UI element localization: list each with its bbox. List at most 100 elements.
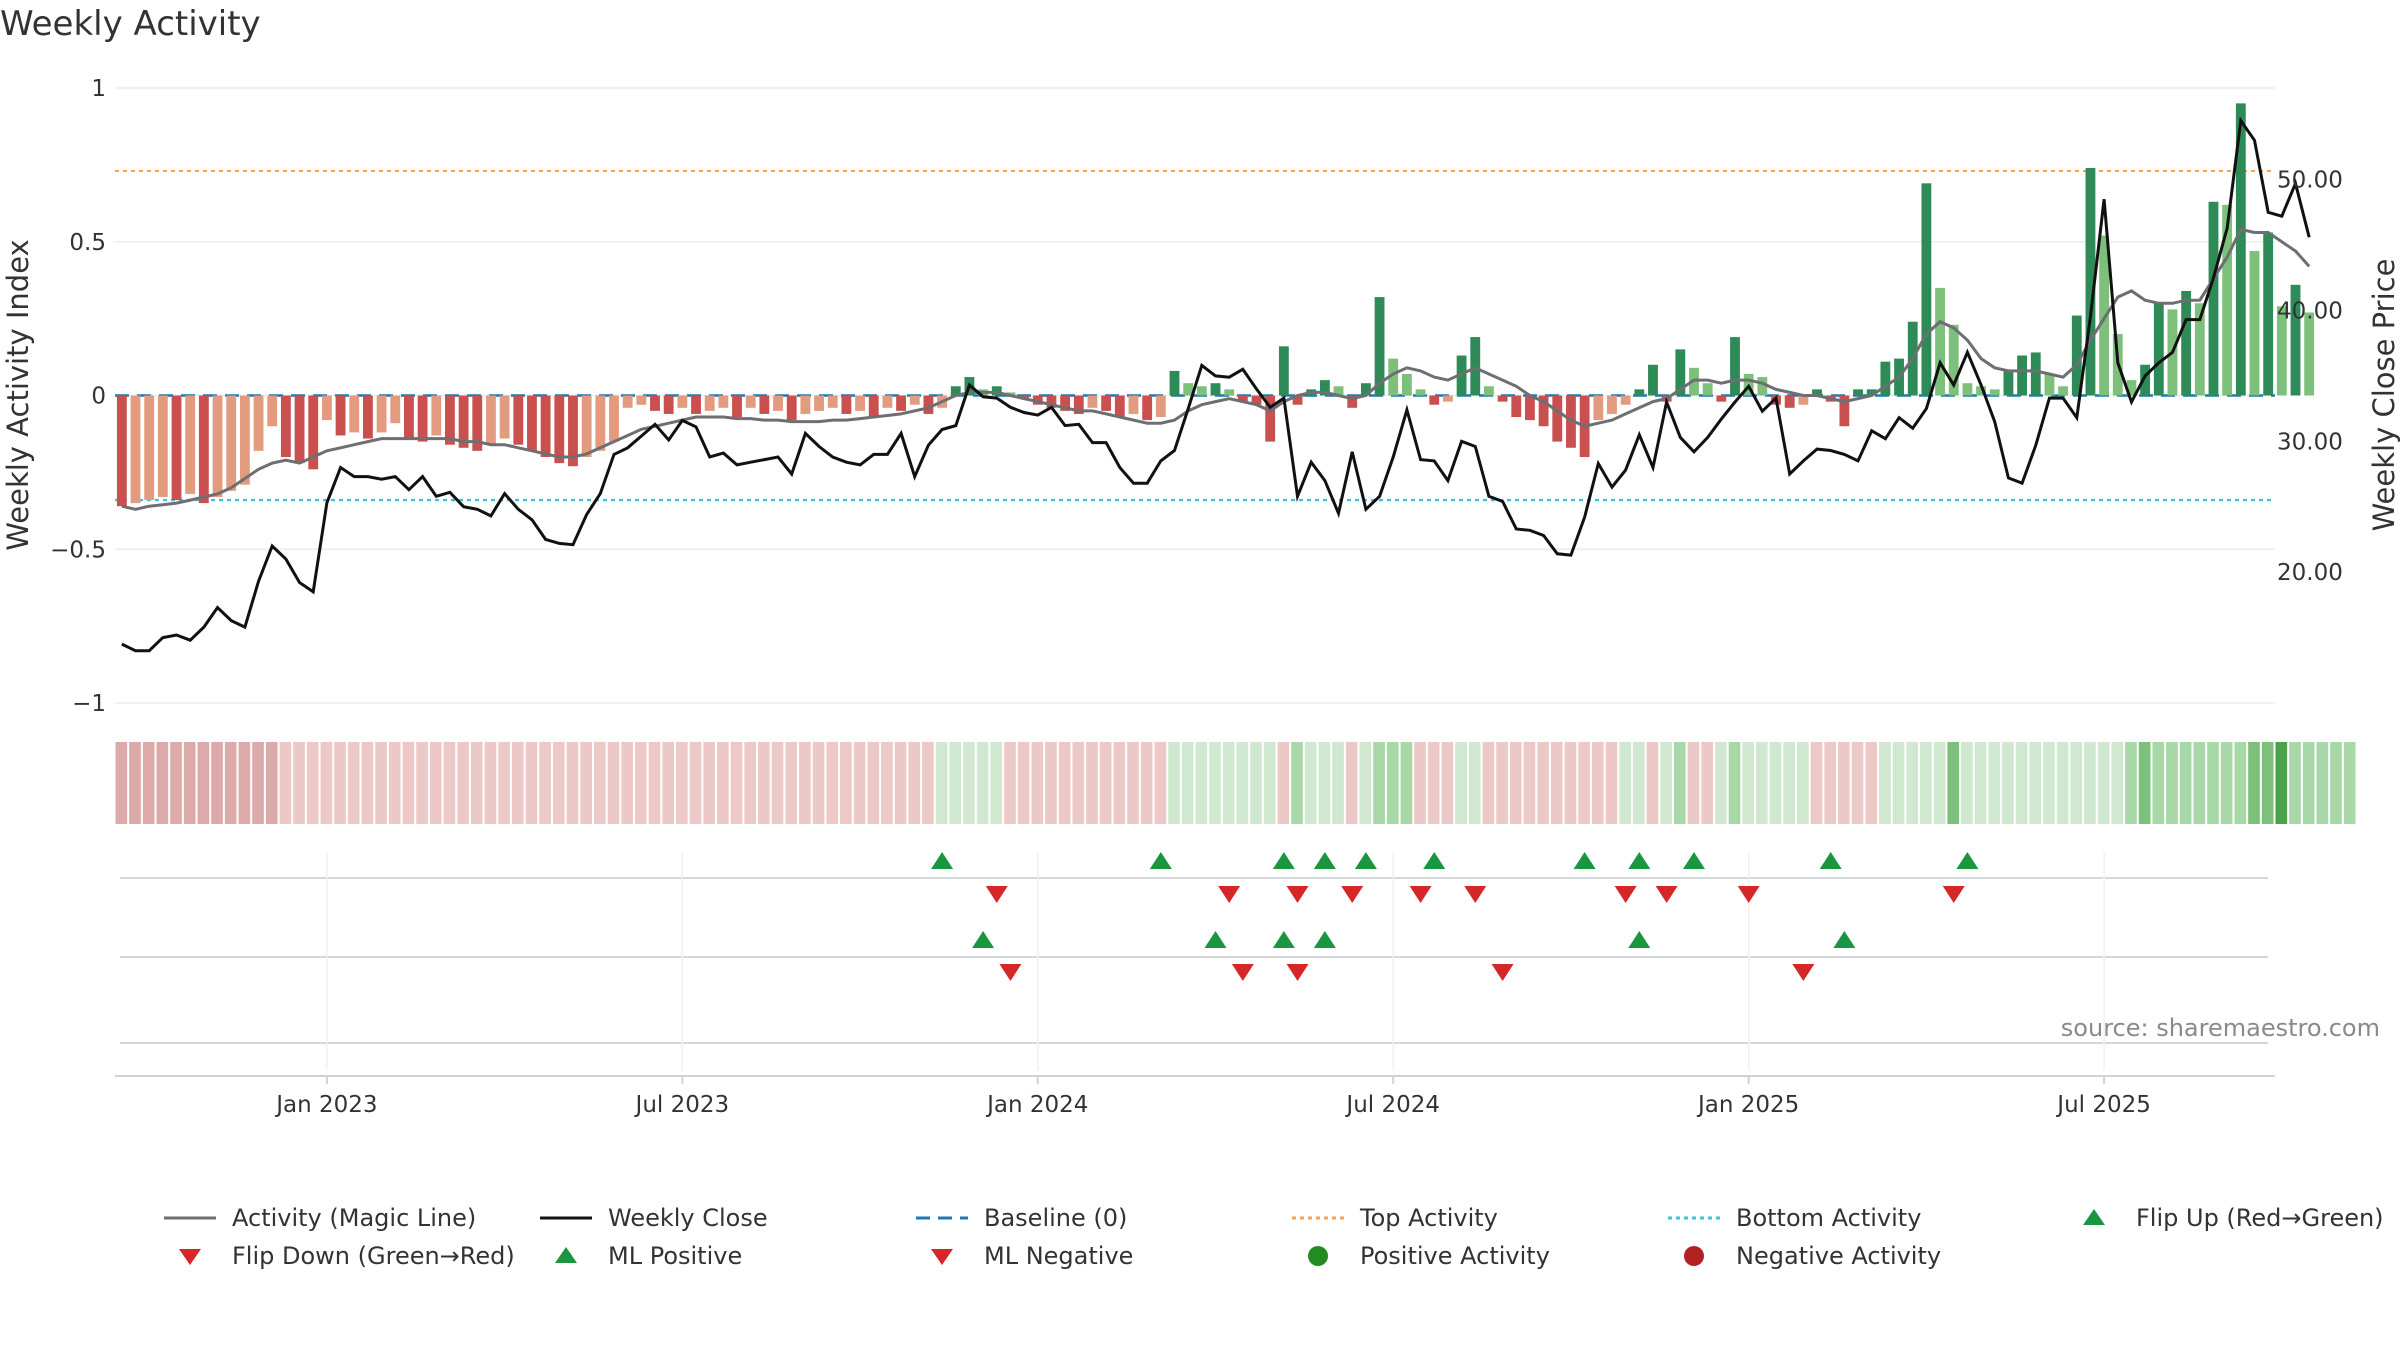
- activity-bar: [1866, 389, 1877, 396]
- heat-strip-cell: [730, 742, 743, 824]
- activity-bar: [1087, 395, 1098, 408]
- heat-strip-cell: [1086, 742, 1098, 824]
- heat-strip-cell: [2084, 742, 2096, 824]
- heat-strip-cell: [361, 742, 374, 824]
- heat-strip-cell: [1140, 742, 1153, 824]
- activity-bar: [226, 395, 237, 491]
- heat-strip-cell: [744, 742, 757, 824]
- heat-strip-cell: [211, 742, 223, 824]
- magic-line-series: [121, 227, 2311, 511]
- activity-bar: [1388, 358, 1399, 396]
- heat-strip-cell: [552, 742, 565, 824]
- x-tick-label: Jan 2024: [985, 1092, 1088, 1118]
- heat-strip-cell: [1756, 742, 1768, 824]
- y-axis-label: Weekly Activity Index: [1, 239, 35, 550]
- activity-bar: [1442, 395, 1453, 402]
- heat-strip-cell: [2248, 742, 2260, 824]
- activity-bar: [1607, 395, 1617, 414]
- activity-bar: [1552, 395, 1563, 442]
- heat-strip-cell: [689, 742, 702, 824]
- activity-bar: [2235, 103, 2246, 396]
- activity-bar: [1142, 395, 1153, 421]
- activity-bar: [431, 395, 442, 436]
- activity-bar: [2071, 315, 2082, 396]
- activity-bar: [458, 395, 469, 448]
- activity-bar: [882, 395, 893, 408]
- activity-bar: [445, 395, 455, 445]
- activity-bar: [171, 395, 182, 501]
- activity-bar: [2263, 232, 2274, 396]
- heat-strip-cell: [429, 742, 442, 824]
- heat-strip-cell: [826, 742, 839, 824]
- activity-bar: [827, 395, 838, 408]
- activity-bar: [1976, 386, 1986, 396]
- heat-strip-cell: [1113, 742, 1126, 824]
- x-tick-label: Jul 2023: [634, 1092, 730, 1118]
- x-tick-label: Jul 2024: [1344, 1092, 1440, 1118]
- heat-strip-cell: [867, 742, 880, 824]
- heat-strip-cell: [1947, 742, 1960, 824]
- heat-strip-cell: [2193, 742, 2206, 824]
- heat-strip-cell: [2261, 742, 2274, 824]
- legend-swatch-icon: [1668, 1216, 1720, 1220]
- heat-strip-cell: [1154, 742, 1167, 824]
- heat-strip-cell: [1646, 742, 1659, 824]
- activity-bar: [1716, 395, 1727, 402]
- activity-bar: [2290, 284, 2301, 396]
- heat-strip-cell: [1277, 742, 1290, 824]
- heat-strip-cell: [1988, 742, 2001, 824]
- x-tick-label: Jan 2023: [274, 1092, 377, 1118]
- activity-bar: [198, 395, 209, 504]
- heat-strip-cell: [1004, 742, 1016, 824]
- activity-bar: [513, 395, 524, 445]
- heat-strip-cell: [1427, 742, 1440, 824]
- activity-bar: [267, 395, 278, 427]
- activity-bar: [568, 395, 578, 467]
- heat-strip-cell: [1318, 742, 1331, 824]
- y2-tick-label: 20.00: [2277, 560, 2343, 586]
- x-tick-label: Jul 2025: [2055, 1092, 2151, 1118]
- heat-strip-cell: [1933, 742, 1946, 824]
- activity-bar: [636, 395, 647, 405]
- heat-strip-cell: [539, 742, 551, 824]
- x-tick-label: Jan 2025: [1696, 1092, 1799, 1118]
- down-triangle-marker: [1409, 886, 1432, 903]
- legend-item: Positive Activity: [1288, 1238, 1550, 1274]
- heat-strip-cell: [224, 742, 237, 824]
- legend-item: Top Activity: [1288, 1200, 1498, 1236]
- activity-bar: [144, 395, 155, 501]
- heat-strip-cell: [416, 742, 428, 824]
- up-triangle-marker: [1423, 852, 1446, 869]
- heat-strip-cell: [183, 742, 196, 824]
- activity-bar: [841, 395, 852, 414]
- activity-bar: [2249, 250, 2260, 396]
- activity-bar: [349, 395, 360, 433]
- heat-strip-cell: [1181, 742, 1194, 824]
- activity-bar: [1005, 392, 1016, 396]
- heat-strip-cell: [1920, 742, 1932, 824]
- activity-bar: [1265, 395, 1276, 442]
- legend-swatch-icon: [179, 1249, 201, 1265]
- legend-item: Flip Down (Green→Red): [160, 1238, 515, 1274]
- activity-bar: [1484, 386, 1494, 396]
- down-triangle-marker: [1286, 964, 1309, 981]
- activity-bar: [1319, 380, 1330, 396]
- heat-strip-cell: [2015, 742, 2028, 824]
- heat-strip-cell: [1742, 742, 1755, 824]
- activity-bar: [376, 395, 387, 433]
- heat-strip-cell: [1879, 742, 1891, 824]
- activity-bar: [1292, 395, 1303, 405]
- legend-item: ML Positive: [536, 1238, 742, 1274]
- heat-strip-cell: [2097, 742, 2110, 824]
- heat-strip-cell: [935, 742, 948, 824]
- signal-marker-rows: [115, 852, 2275, 1077]
- heat-strip-cell: [1974, 742, 1987, 824]
- heat-strip-cell: [2070, 742, 2083, 824]
- y2-tick-label: 50.00: [2277, 168, 2343, 194]
- heat-strip-cell: [2125, 742, 2137, 824]
- activity-bar: [1497, 395, 1508, 402]
- activity-bar: [2194, 303, 2205, 396]
- heat-strip-cell: [799, 742, 811, 824]
- heat-strip-cell: [1892, 742, 1905, 824]
